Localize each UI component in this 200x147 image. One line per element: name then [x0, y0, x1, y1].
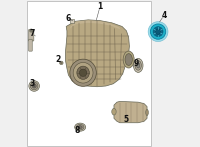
Ellipse shape: [75, 123, 86, 131]
Ellipse shape: [137, 63, 140, 68]
Ellipse shape: [30, 82, 38, 90]
Ellipse shape: [146, 109, 148, 116]
Text: 9: 9: [133, 59, 139, 69]
Ellipse shape: [32, 84, 36, 88]
Text: 2: 2: [55, 55, 61, 64]
Ellipse shape: [123, 51, 134, 68]
Ellipse shape: [150, 24, 166, 39]
Ellipse shape: [155, 29, 161, 34]
Text: 7: 7: [30, 29, 35, 38]
Circle shape: [60, 61, 63, 65]
Ellipse shape: [30, 30, 32, 31]
Polygon shape: [70, 20, 121, 29]
Text: 6: 6: [66, 14, 71, 23]
FancyBboxPatch shape: [29, 30, 34, 41]
Ellipse shape: [78, 126, 82, 129]
FancyBboxPatch shape: [27, 1, 151, 146]
Circle shape: [79, 69, 87, 76]
Circle shape: [60, 62, 62, 64]
Text: 5: 5: [124, 115, 129, 124]
Ellipse shape: [76, 124, 84, 130]
Ellipse shape: [33, 85, 35, 87]
FancyBboxPatch shape: [29, 39, 32, 51]
Ellipse shape: [133, 59, 143, 72]
Text: 8: 8: [75, 126, 80, 135]
Ellipse shape: [153, 27, 163, 37]
FancyBboxPatch shape: [70, 19, 74, 23]
Ellipse shape: [30, 29, 33, 32]
Ellipse shape: [148, 22, 168, 42]
Ellipse shape: [29, 81, 39, 91]
Text: 3: 3: [29, 78, 34, 88]
Ellipse shape: [70, 59, 96, 86]
Ellipse shape: [125, 54, 132, 65]
Ellipse shape: [73, 62, 93, 83]
Ellipse shape: [135, 61, 141, 70]
Ellipse shape: [112, 108, 116, 115]
Polygon shape: [114, 101, 147, 123]
Text: 4: 4: [161, 11, 167, 20]
Text: 1: 1: [97, 2, 103, 11]
Ellipse shape: [77, 66, 89, 79]
Polygon shape: [65, 20, 129, 87]
